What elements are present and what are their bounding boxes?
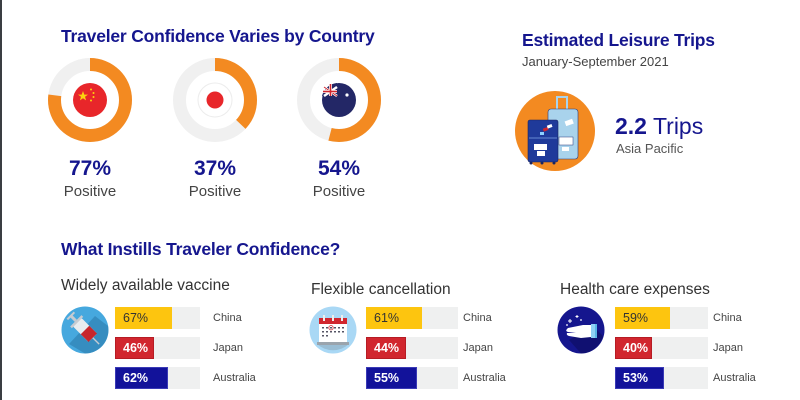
confidence-value-china: 77% (68, 157, 112, 180)
bar-fill-japan: 40% (615, 337, 652, 359)
bar-fill-australia: 53% (615, 367, 664, 389)
donut-australia (297, 58, 381, 142)
bar-country-australia: Australia (713, 372, 756, 384)
trips-region: Asia Pacific (616, 141, 684, 156)
confidence-caption-australia: Positive (312, 183, 366, 200)
confidence-title: Traveler Confidence Varies by Country (61, 26, 375, 46)
bar-fill-china: 61% (366, 307, 422, 329)
hand-sanitizer-icon (557, 306, 605, 354)
bar-fill-china: 67% (115, 307, 172, 329)
bar-country-japan: Japan (213, 342, 243, 354)
bar-fill-china: 59% (615, 307, 670, 329)
bar-country-japan: Japan (713, 342, 743, 354)
factor-title-cancellation: Flexible cancellation (311, 281, 451, 298)
confidence-caption-china: Positive (63, 183, 117, 200)
suitcase-icon (514, 90, 596, 172)
bar-country-australia: Australia (213, 372, 256, 384)
bar-country-china: China (213, 312, 242, 324)
bar-fill-japan: 44% (366, 337, 406, 359)
factor-title-vaccine: Widely available vaccine (61, 277, 230, 294)
japan-flag-icon (173, 58, 257, 142)
leisure-period: January-September 2021 (522, 54, 669, 69)
bar-country-china: China (463, 312, 492, 324)
donut-japan (173, 58, 257, 142)
confidence-caption-japan: Positive (188, 183, 242, 200)
calendar-icon (309, 306, 357, 354)
bar-country-australia: Australia (463, 372, 506, 384)
leisure-title: Estimated Leisure Trips (522, 30, 715, 50)
trips-number: 2.2 (615, 113, 647, 139)
bar-fill-australia: 55% (366, 367, 417, 389)
syringe-icon (61, 306, 109, 354)
bar-fill-japan: 46% (115, 337, 154, 359)
bar-country-japan: Japan (463, 342, 493, 354)
australia-flag-icon (297, 58, 381, 142)
window-left-edge (0, 0, 2, 400)
donut-china (48, 58, 132, 142)
china-flag-icon (48, 58, 132, 142)
bar-country-china: China (713, 312, 742, 324)
confidence-value-australia: 54% (317, 157, 361, 180)
factor-title-health-care: Health care expenses (560, 281, 710, 298)
bar-fill-australia: 62% (115, 367, 168, 389)
trips-unit: Trips (646, 113, 704, 139)
trips-value: 2.2 Trips (615, 113, 703, 140)
instills-title: What Instills Traveler Confidence? (61, 239, 341, 259)
confidence-value-japan: 37% (193, 157, 237, 180)
